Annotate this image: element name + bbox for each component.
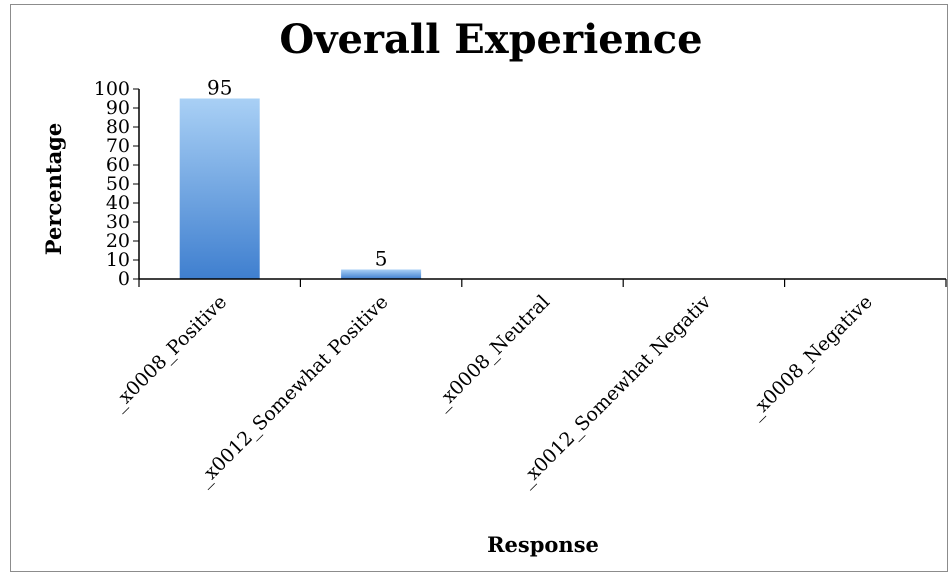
y-tick-label: 10 — [106, 249, 130, 271]
y-tick-label: 70 — [106, 135, 130, 157]
data-label: 5 — [375, 247, 388, 271]
data-label: 95 — [207, 76, 232, 100]
y-tick-label: 30 — [106, 211, 130, 233]
bars-group — [179, 98, 422, 279]
x-axis-title: Response — [487, 532, 599, 557]
x-category-label: _x0012_Somewhat Positive — [193, 291, 393, 491]
y-axis-title: Percentage — [41, 123, 66, 255]
y-tick-label: 40 — [106, 192, 130, 214]
y-tick-label: 90 — [106, 97, 130, 119]
y-tick-label: 100 — [94, 78, 130, 100]
x-category-label: _x0008_Neutral — [431, 291, 554, 414]
category-labels-group: _x0008_Positive_x0012_Somewhat Positive _… — [107, 291, 876, 491]
bar — [179, 98, 260, 279]
x-category-label: _x0008_Positive — [107, 291, 231, 415]
y-tick-label: 0 — [118, 268, 130, 290]
y-tick-label: 50 — [106, 173, 130, 195]
chart-svg: Overall Experience Percentage Response 0… — [41, 16, 947, 557]
x-category-label: _x0008_Negative — [745, 291, 877, 423]
x-category-label: _x0012_Somewhat Negativ — [515, 291, 715, 491]
y-tick-label: 80 — [106, 116, 130, 138]
bar — [341, 269, 422, 279]
chart-title: Overall Experience — [279, 16, 702, 63]
y-tick-label: 60 — [106, 154, 130, 176]
y-tick-label: 20 — [106, 230, 130, 252]
x-axis-ticks — [138, 279, 947, 287]
data-labels-group: 95 5 — [207, 76, 387, 271]
chart-frame: Overall Experience Percentage Response 0… — [10, 4, 948, 572]
